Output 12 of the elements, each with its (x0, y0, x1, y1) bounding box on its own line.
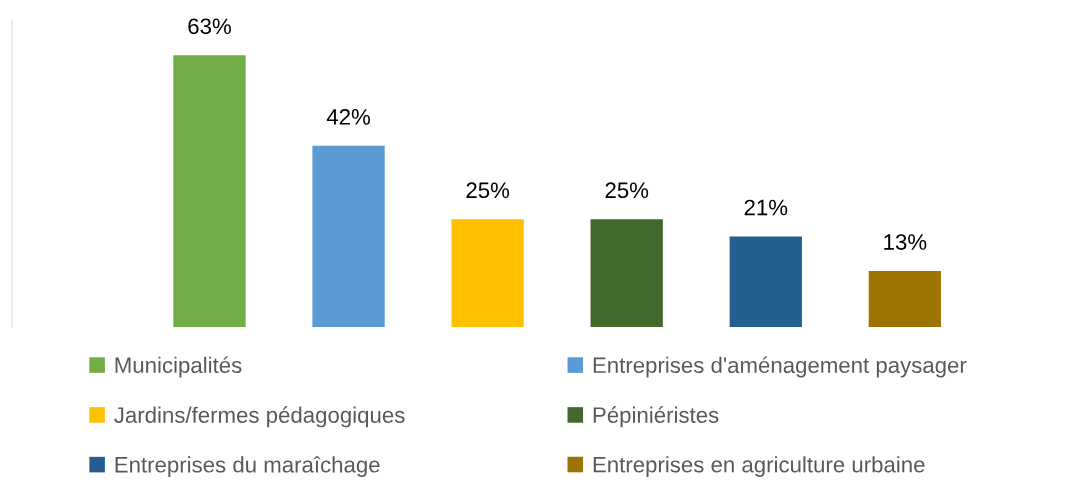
data-label: 21% (744, 199, 788, 216)
data-label: 13% (884, 234, 927, 250)
data-label: 42% (326, 109, 371, 125)
legend-label: Entreprises du maraîchage (115, 456, 380, 477)
legend-label: Entreprises en agriculture urbaine (593, 456, 925, 477)
legend-label: Jardins/fermes pédagogiques (114, 406, 405, 428)
legend-label: Entreprises d'aménagement paysager (593, 356, 967, 378)
legend-label: Pépiniéristes (593, 406, 719, 428)
legend-label: Municipalités (115, 356, 242, 378)
data-label: 25% (466, 182, 510, 199)
data-label: 25% (605, 182, 649, 199)
data-label: 63% (188, 18, 231, 35)
